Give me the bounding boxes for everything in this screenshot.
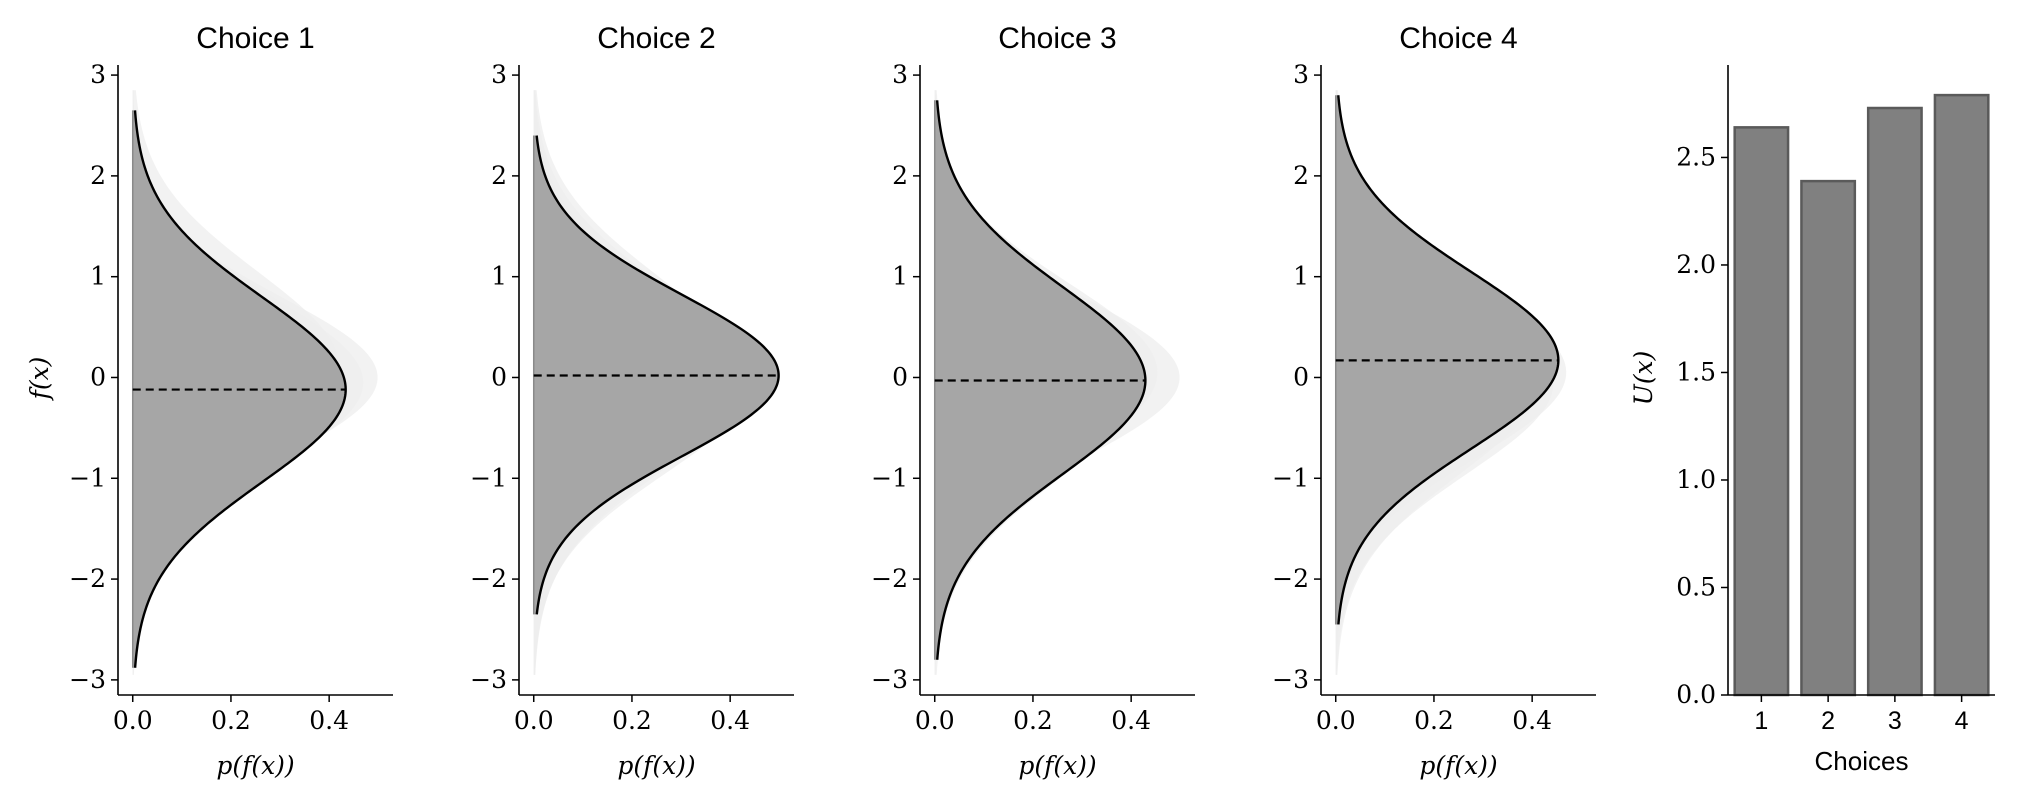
y-tick-label: 2 bbox=[892, 161, 908, 190]
density-panel-4: −3 −2 −1 0 1 2 3 0.0 0.2 0.4 Choice 4 p(f(x)) bbox=[1272, 22, 1596, 780]
bar-2 bbox=[1800, 179, 1857, 697]
x-axis-label: p(f(x)) bbox=[617, 751, 695, 780]
x-tick-label: 0.2 bbox=[1013, 706, 1053, 735]
x-tick-label: 0.4 bbox=[309, 706, 349, 735]
y-tick-label: 2 bbox=[1293, 161, 1309, 190]
x-tick-label: 1 bbox=[1754, 707, 1768, 735]
x-axis-label: p(f(x)) bbox=[1419, 751, 1497, 780]
y-tick-label: 2.0 bbox=[1676, 250, 1716, 279]
y-tick-label: 1 bbox=[892, 262, 908, 291]
x-axis-label: p(f(x)) bbox=[216, 751, 294, 780]
y-tick-label: 1 bbox=[90, 262, 106, 291]
y-tick-label: 2.5 bbox=[1676, 142, 1716, 171]
y-tick-label: −1 bbox=[69, 463, 106, 492]
x-tick-label: 0.0 bbox=[915, 706, 955, 735]
x-tick-label: 2 bbox=[1821, 707, 1835, 735]
x-tick-label: 0.4 bbox=[1111, 706, 1151, 735]
x-tick-label: 0.2 bbox=[612, 706, 652, 735]
y-tick-label: 1 bbox=[1293, 262, 1309, 291]
y-tick-label: −2 bbox=[470, 564, 507, 593]
density-panel-3: −3 −2 −1 0 1 2 3 0.0 0.2 0.4 Choice 3 p(f(x)) bbox=[871, 22, 1195, 780]
panel-title: Choice 2 bbox=[597, 22, 715, 55]
y-tick-label: −3 bbox=[69, 665, 106, 694]
x-tick-label: 0.4 bbox=[1512, 706, 1552, 735]
y-tick-label: 2 bbox=[90, 161, 106, 190]
y-tick-label: −3 bbox=[871, 665, 908, 694]
x-tick-label: 0.2 bbox=[1414, 706, 1454, 735]
y-tick-label: 3 bbox=[90, 60, 106, 89]
x-tick-label: 3 bbox=[1888, 707, 1902, 735]
x-tick-label: 0.0 bbox=[1316, 706, 1356, 735]
y-tick-label: 3 bbox=[491, 60, 507, 89]
y-axis-label: U(x) bbox=[1629, 351, 1658, 406]
y-tick-label: 0 bbox=[491, 362, 507, 391]
density-curve bbox=[535, 135, 780, 615]
bar-1 bbox=[1733, 126, 1790, 697]
x-tick-label: 4 bbox=[1955, 707, 1969, 735]
x-axis-label: Choices bbox=[1815, 746, 1909, 776]
y-tick-label: 1 bbox=[491, 262, 507, 291]
density-panel-1: −3 −2 −1 0 1 2 3 0.0 0.2 0.4 Choice 1 p(f(x)) f(x) bbox=[25, 22, 393, 780]
panel-title: Choice 1 bbox=[196, 22, 314, 55]
y-tick-label: 0 bbox=[90, 362, 106, 391]
y-tick-label: 0.0 bbox=[1676, 680, 1716, 709]
y-tick-label: −2 bbox=[871, 564, 908, 593]
x-tick-label: 0.0 bbox=[113, 706, 153, 735]
panel-title: Choice 4 bbox=[1399, 22, 1517, 55]
y-tick-label: −1 bbox=[871, 463, 908, 492]
y-tick-label: 0 bbox=[1293, 362, 1309, 391]
x-tick-label: 0.0 bbox=[514, 706, 554, 735]
y-tick-label: −2 bbox=[69, 564, 106, 593]
x-axis-label: p(f(x)) bbox=[1018, 751, 1096, 780]
y-tick-label: 0.5 bbox=[1676, 572, 1716, 601]
y-tick-label: 0 bbox=[892, 362, 908, 391]
y-tick-label: −1 bbox=[1272, 463, 1309, 492]
y-tick-label: 1.0 bbox=[1676, 465, 1716, 494]
y-tick-label: 1.5 bbox=[1676, 357, 1716, 386]
bar-3 bbox=[1866, 106, 1923, 697]
bar-4 bbox=[1933, 93, 1990, 697]
y-tick-label: −2 bbox=[1272, 564, 1309, 593]
y-tick-label: 3 bbox=[892, 60, 908, 89]
y-tick-label: −1 bbox=[470, 463, 507, 492]
x-tick-label: 0.2 bbox=[211, 706, 251, 735]
x-tick-label: 0.4 bbox=[710, 706, 750, 735]
bar-panel: 1 2 3 4 0.0 0.5 1.0 1.5 2.0 2.5 Choices U(x) bbox=[1629, 65, 1995, 776]
panel-title: Choice 3 bbox=[998, 22, 1116, 55]
y-tick-label: 2 bbox=[491, 161, 507, 190]
y-tick-label: −3 bbox=[1272, 665, 1309, 694]
y-tick-label: −3 bbox=[470, 665, 507, 694]
y-tick-label: 3 bbox=[1293, 60, 1309, 89]
density-panel-2: −3 −2 −1 0 1 2 3 0.0 0.2 0.4 Choice 2 p(f(x)) bbox=[470, 22, 794, 780]
y-axis-label: f(x) bbox=[25, 357, 54, 402]
